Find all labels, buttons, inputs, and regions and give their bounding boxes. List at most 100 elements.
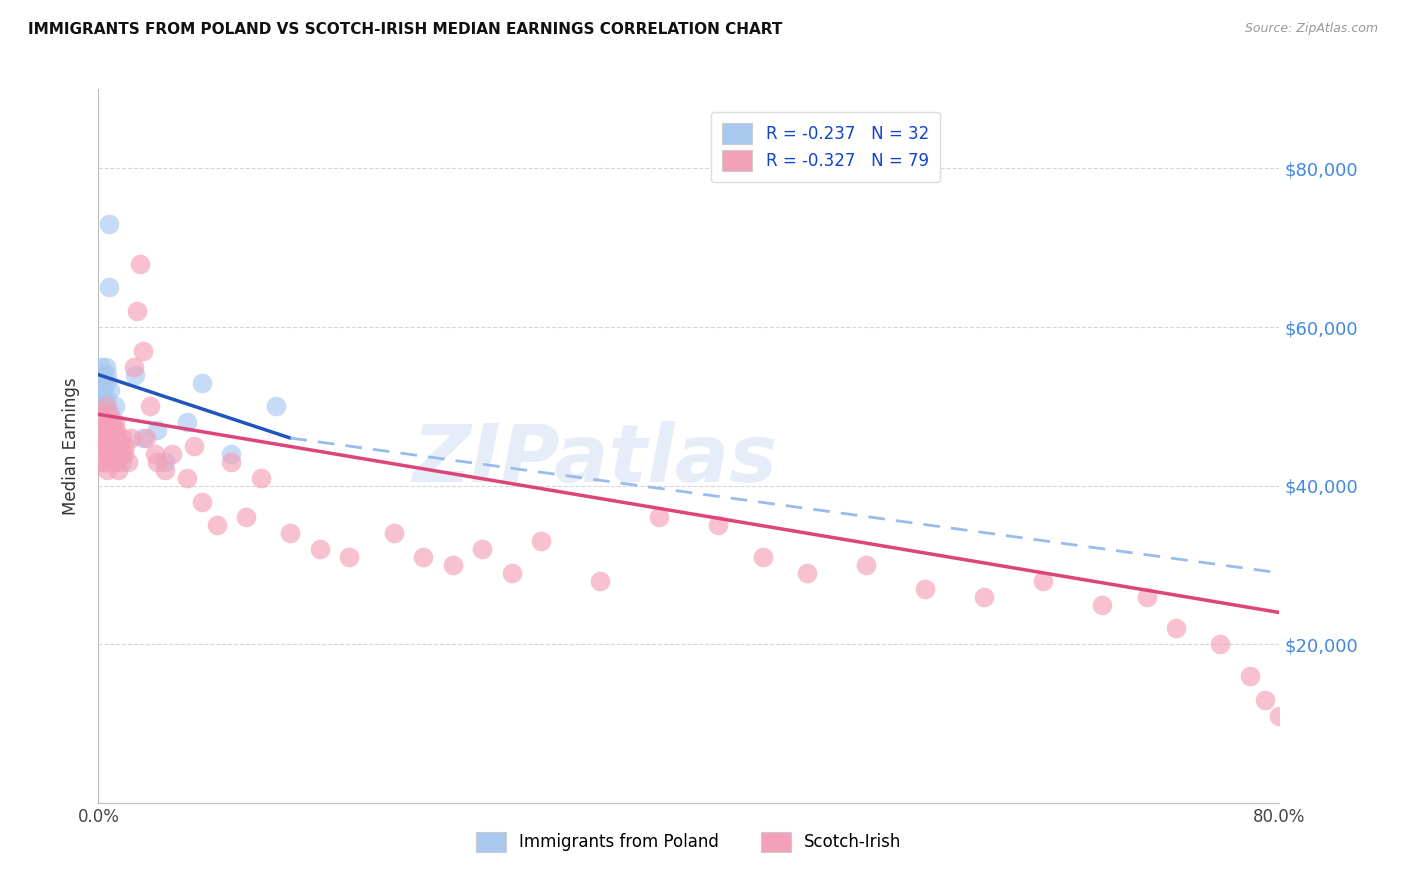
Point	[1239, 669, 1261, 683]
Point	[752, 549, 775, 564]
Point	[648, 510, 671, 524]
Point	[107, 431, 129, 445]
Point	[91, 376, 114, 390]
Point	[97, 447, 120, 461]
Point	[90, 359, 112, 374]
Point	[98, 407, 121, 421]
Point	[1268, 708, 1291, 723]
Point	[162, 447, 183, 461]
Point	[153, 455, 176, 469]
Legend: Immigrants from Poland, Scotch-Irish: Immigrants from Poland, Scotch-Irish	[470, 825, 908, 859]
Point	[91, 423, 114, 437]
Point	[132, 343, 155, 358]
Point	[1032, 574, 1054, 588]
Point	[93, 368, 115, 382]
Point	[501, 566, 523, 580]
Point	[105, 423, 128, 437]
Point	[1091, 598, 1114, 612]
Point	[94, 400, 117, 414]
Text: Source: ZipAtlas.com: Source: ZipAtlas.com	[1244, 22, 1378, 36]
Point	[264, 400, 287, 414]
Point	[132, 431, 155, 445]
Point	[108, 439, 131, 453]
Point	[89, 368, 111, 382]
Point	[94, 392, 117, 406]
Point	[124, 368, 146, 382]
Text: IMMIGRANTS FROM POLAND VS SCOTCH-IRISH MEDIAN EARNINGS CORRELATION CHART: IMMIGRANTS FROM POLAND VS SCOTCH-IRISH M…	[28, 22, 783, 37]
Point	[91, 431, 114, 445]
Point	[90, 447, 112, 461]
Point	[589, 574, 612, 588]
Point	[91, 392, 114, 406]
Point	[120, 431, 142, 445]
Point	[94, 423, 117, 437]
Point	[97, 407, 120, 421]
Point	[412, 549, 434, 564]
Point	[89, 415, 111, 429]
Point	[382, 526, 405, 541]
Point	[111, 431, 134, 445]
Point	[96, 439, 118, 453]
Point	[221, 447, 243, 461]
Point	[122, 359, 145, 374]
Point	[471, 542, 494, 557]
Point	[91, 376, 114, 390]
Point	[191, 494, 214, 508]
Point	[107, 463, 129, 477]
Point	[93, 407, 115, 421]
Text: ZIPatlas: ZIPatlas	[412, 421, 778, 500]
Point	[94, 400, 117, 414]
Point	[125, 304, 148, 318]
Point	[108, 439, 131, 453]
Point	[973, 590, 995, 604]
Point	[146, 423, 169, 437]
Point	[96, 400, 118, 414]
Point	[855, 558, 877, 572]
Point	[143, 447, 166, 461]
Point	[103, 447, 125, 461]
Point	[89, 439, 111, 453]
Point	[139, 400, 162, 414]
Point	[1209, 637, 1232, 651]
Point	[707, 518, 730, 533]
Point	[339, 549, 361, 564]
Point	[91, 455, 114, 469]
Point	[100, 423, 122, 437]
Point	[191, 376, 214, 390]
Point	[93, 431, 115, 445]
Point	[530, 534, 553, 549]
Point	[176, 471, 198, 485]
Point	[235, 510, 257, 524]
Point	[221, 455, 243, 469]
Point	[128, 257, 150, 271]
Point	[176, 415, 198, 429]
Point	[135, 431, 157, 445]
Point	[97, 280, 120, 294]
Point	[94, 447, 117, 461]
Point	[1166, 621, 1188, 635]
Point	[146, 455, 169, 469]
Point	[103, 423, 125, 437]
Point	[914, 582, 936, 596]
Point	[98, 415, 121, 429]
Point	[90, 415, 112, 429]
Point	[93, 384, 115, 398]
Point	[153, 463, 176, 477]
Point	[309, 542, 332, 557]
Point	[111, 455, 134, 469]
Point	[441, 558, 464, 572]
Point	[1254, 692, 1277, 706]
Point	[104, 415, 127, 429]
Point	[280, 526, 302, 541]
Point	[100, 415, 122, 429]
Point	[117, 455, 139, 469]
Point	[183, 439, 205, 453]
Point	[103, 423, 125, 437]
Point	[104, 455, 127, 469]
Point	[94, 376, 117, 390]
Point	[114, 439, 136, 453]
Point	[104, 400, 127, 414]
Point	[96, 415, 118, 429]
Point	[96, 368, 118, 382]
Point	[250, 471, 273, 485]
